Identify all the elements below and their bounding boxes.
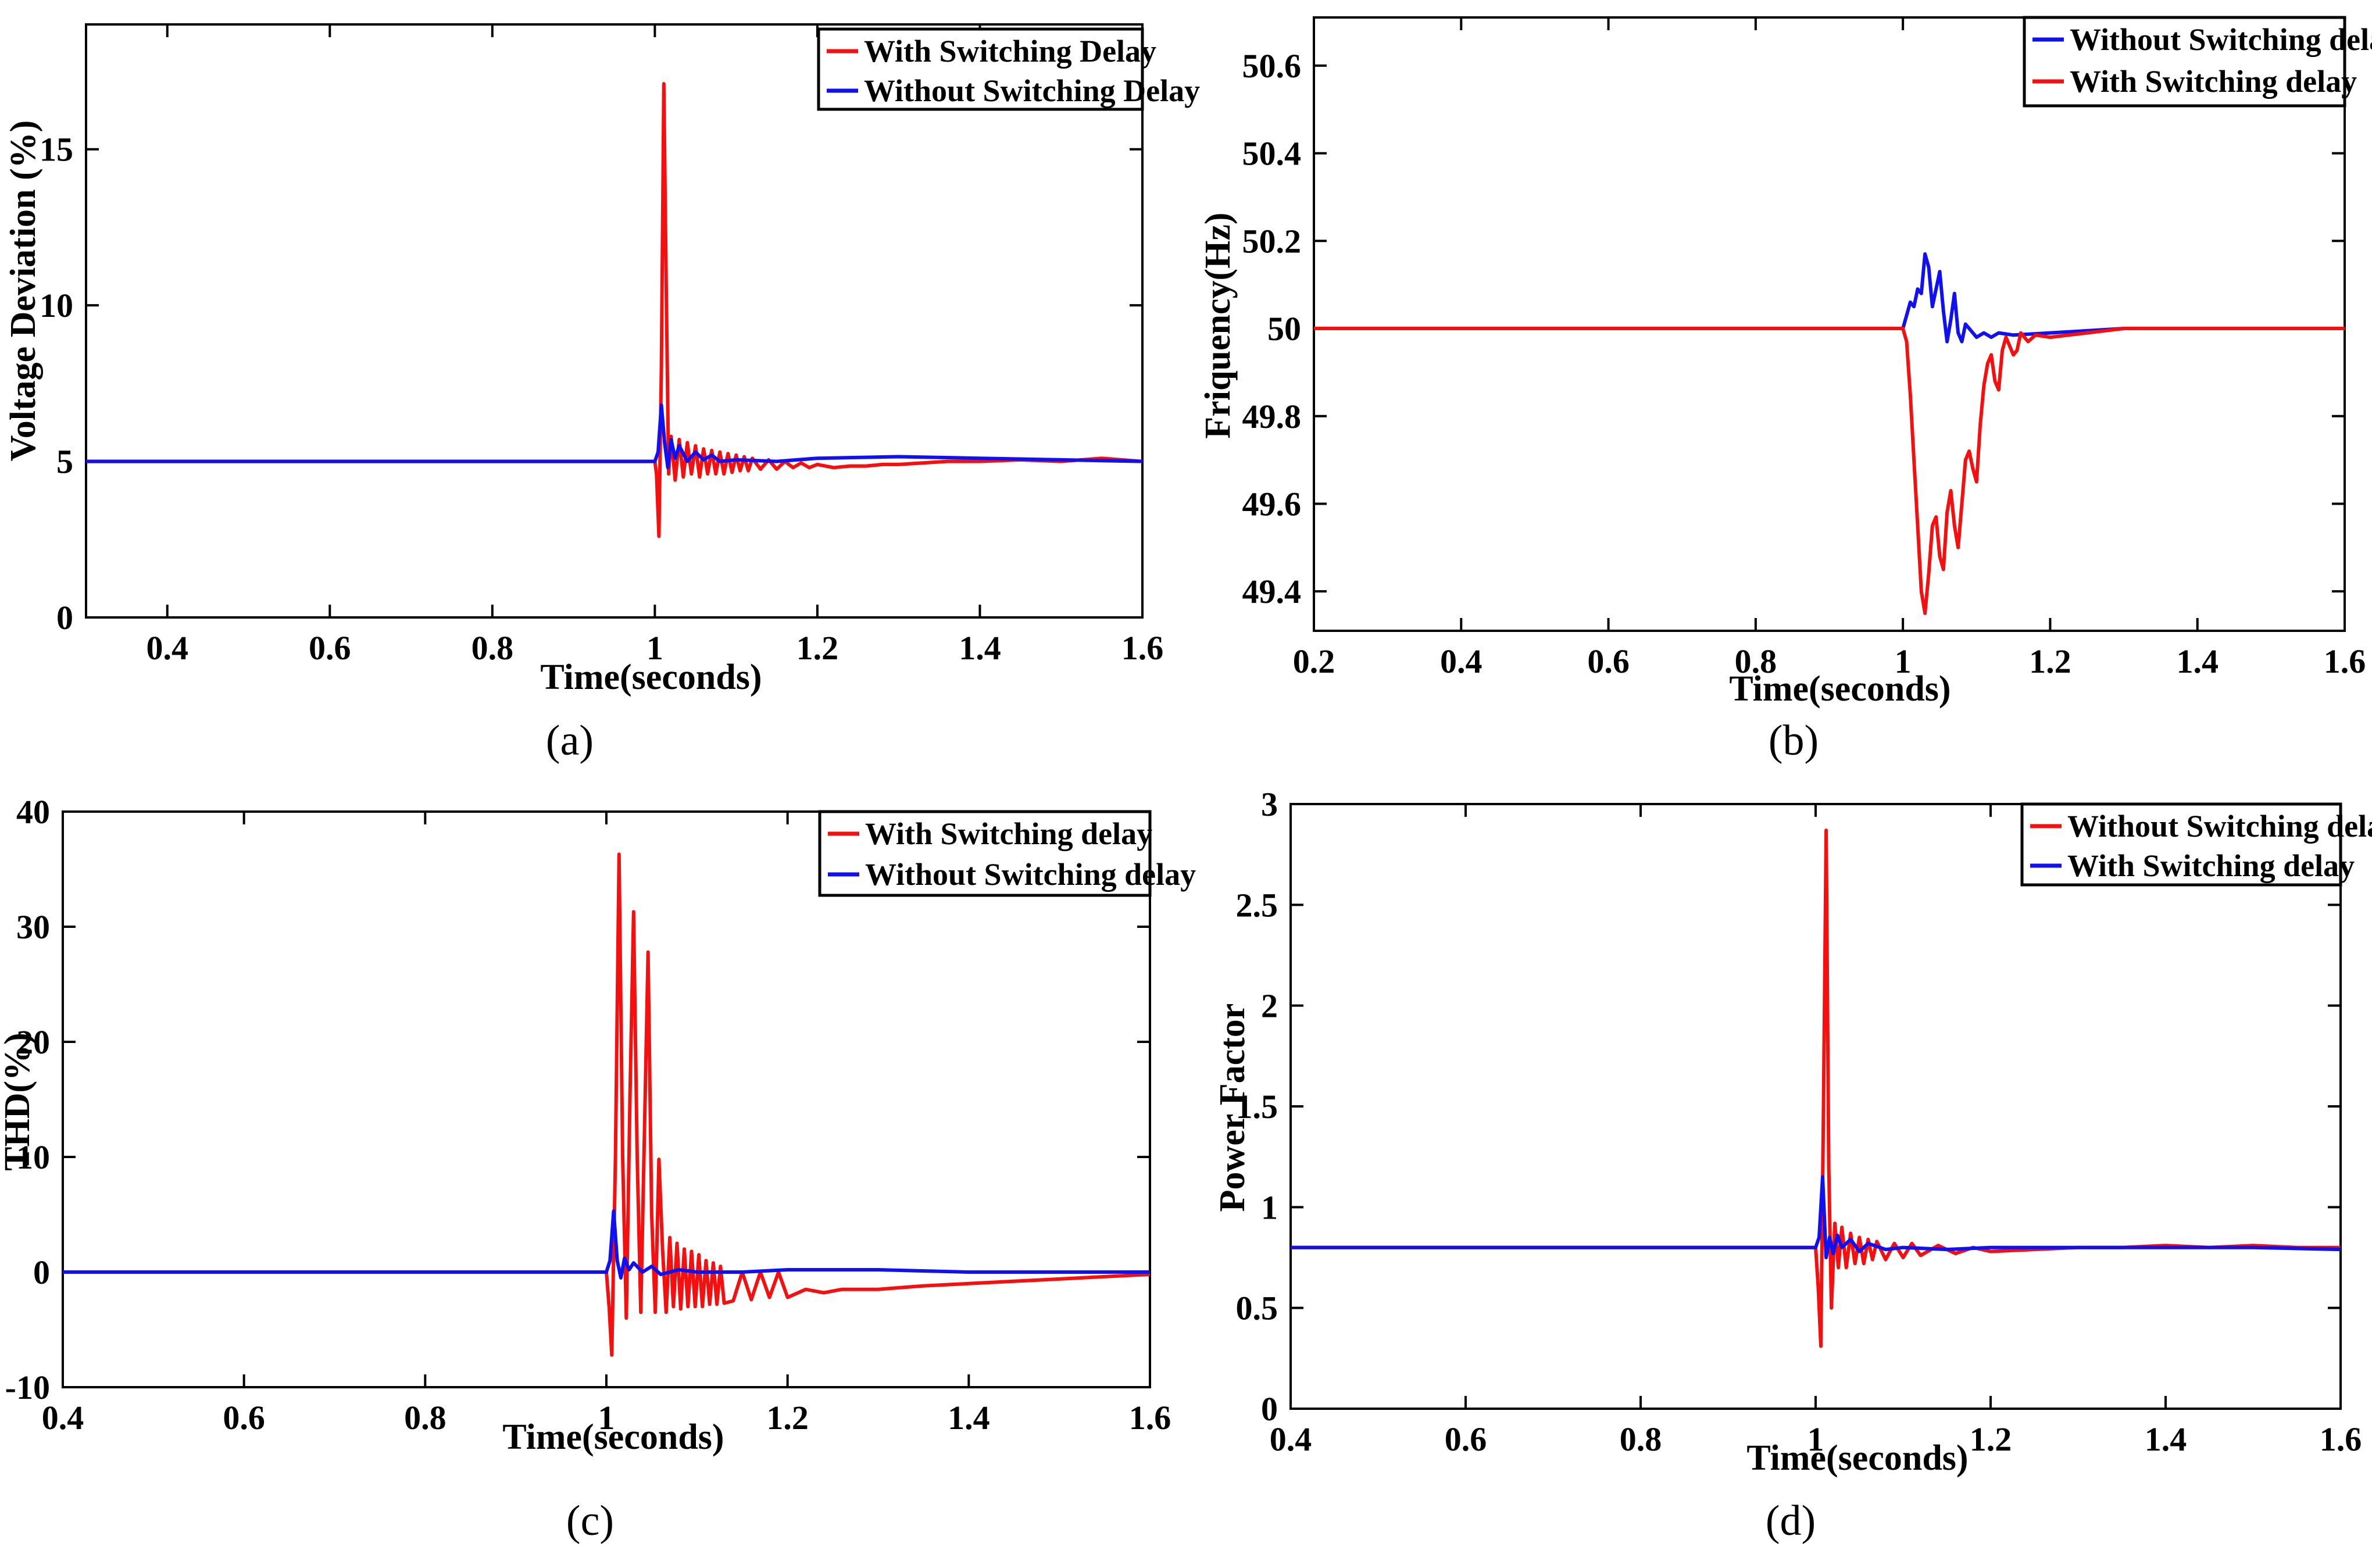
y-tick-label: -10	[5, 1369, 50, 1406]
y-tick-label: 15	[40, 131, 73, 169]
panel-caption: (c)	[566, 1497, 614, 1545]
x-tick-label: 1.6	[2320, 1420, 2362, 1458]
x-tick-label: 0.6	[1587, 642, 1630, 680]
series-line-red	[1291, 828, 2341, 1348]
x-tick-label: 1	[646, 629, 663, 667]
x-tick-label: 1	[598, 1399, 615, 1437]
x-axis-label: Time(seconds)	[1746, 1438, 1968, 1478]
series-line-red	[1314, 327, 2345, 615]
y-tick-label: 5	[56, 443, 73, 481]
legend-label: With Switching delay	[2067, 848, 2355, 883]
y-tick-label: 0.5	[1236, 1290, 1278, 1327]
legend-label: With Switching delay	[2070, 64, 2357, 99]
x-tick-label: 1.4	[2145, 1420, 2187, 1458]
y-tick-label: 50.4	[1242, 135, 1302, 173]
legend-label: With Switching delay	[865, 816, 1152, 851]
x-tick-label: 0.6	[223, 1399, 265, 1437]
y-tick-label: 0	[56, 599, 73, 637]
y-tick-label: 1	[1261, 1188, 1278, 1226]
x-axis-label: Time(seconds)	[502, 1417, 724, 1457]
y-tick-label: 10	[16, 1138, 50, 1176]
legend-box	[2023, 16, 2346, 108]
y-axis-label: THD(%)	[0, 1033, 37, 1171]
series-line-red	[63, 852, 1150, 1357]
x-tick-label: 1.2	[1970, 1420, 2012, 1458]
legend-box	[2020, 802, 2342, 887]
chart-panel-c: 0.4 0.6 0.8 1 1.2 1.4 1.6 -10 0 10 20 30 40 Time(seco…	[0, 793, 1196, 1545]
plot-frame	[62, 810, 1151, 1388]
x-tick-label: 1.6	[1129, 1399, 1171, 1437]
chart-panel-b: 0.2 0.4 0.6 0.8 1 1.2 1.4 1.6 49.4 49.6 49.8 50 50.2…	[1198, 16, 2372, 765]
legend: Without Switching delay With Switching de…	[2023, 16, 2372, 108]
x-tick-label: 1.4	[948, 1399, 990, 1437]
y-tick-label: 49.8	[1242, 398, 1302, 435]
x-tick-label: 0.4	[1270, 1420, 1312, 1458]
legend-label: Without Switching delay	[2067, 809, 2372, 844]
x-tick-label: 0.4	[147, 629, 189, 667]
y-axis-label: Voltage Deviation (%)	[3, 120, 43, 462]
plot-frame	[1313, 16, 2346, 632]
legend-label: With Switching Delay	[864, 34, 1156, 69]
panel-caption: (a)	[546, 717, 594, 765]
legend: Without Switching delay With Switching de…	[2020, 802, 2372, 887]
x-tick-label: 1.2	[796, 629, 839, 667]
x-tick-label: 0.6	[1445, 1420, 1487, 1458]
x-tick-label: 1.4	[959, 629, 1001, 667]
legend-label: Without Switching Delay	[864, 73, 1200, 108]
series-line-blue	[86, 403, 1142, 470]
y-tick-label: 10	[40, 287, 73, 324]
plot-frame	[85, 23, 1144, 619]
x-tick-label: 0.8	[471, 629, 514, 667]
y-tick-label: 49.4	[1242, 573, 1302, 610]
legend-label: Without Switching delay	[2070, 22, 2372, 57]
y-tick-label: 50.6	[1242, 47, 1302, 85]
x-tick-label: 1.2	[766, 1399, 809, 1437]
panel-caption: (b)	[1769, 717, 1819, 765]
series-line-blue	[1291, 1175, 2341, 1259]
y-tick-label: 3	[1261, 785, 1278, 823]
x-tick-label: 1.4	[2176, 642, 2219, 680]
x-tick-label: 1.6	[1121, 629, 1164, 667]
y-axis-label: Friquency(Hz)	[1198, 212, 1238, 438]
x-axis-label: Time(seconds)	[1729, 669, 1951, 709]
y-tick-label: 2	[1261, 987, 1278, 1025]
x-tick-label: 0.2	[1293, 642, 1335, 680]
x-tick-label: 1	[1895, 642, 1912, 680]
y-tick-label: 49.6	[1242, 485, 1302, 523]
y-tick-label: 2.5	[1236, 886, 1278, 924]
chart-panel-d: 0.4 0.6 0.8 1 1.2 1.4 1.6 0 0.5 1 1.5 2 2.5 3 Time(sec…	[1213, 785, 2372, 1545]
chart-panel-a: 0.4 0.6 0.8 1 1.2 1.4 1.6 0 5 10 15 Time(seconds) Vo…	[3, 23, 1200, 765]
legend-box	[818, 810, 1152, 897]
legend-label: Without Switching delay	[865, 857, 1196, 892]
x-tick-label: 0.8	[1620, 1420, 1662, 1458]
y-tick-label: 50	[1267, 310, 1301, 348]
panel-caption: (d)	[1766, 1497, 1816, 1545]
legend: With Switching Delay Without Switching De…	[817, 27, 1200, 111]
x-tick-label: 1.6	[2324, 642, 2366, 680]
plot-frame	[1289, 803, 2342, 1410]
x-tick-label: 1	[1807, 1420, 1824, 1458]
y-tick-label: 20	[16, 1023, 50, 1061]
y-tick-label: 1.5	[1236, 1088, 1278, 1126]
x-tick-label: 0.8	[1735, 642, 1777, 680]
series-line-blue	[63, 1209, 1150, 1280]
x-axis-label: Time(seconds)	[540, 658, 762, 697]
y-tick-label: 50.2	[1242, 222, 1302, 260]
series-line-red	[86, 82, 1142, 538]
y-tick-label: 0	[33, 1253, 50, 1291]
y-tick-label: 30	[16, 908, 50, 946]
x-tick-label: 0.4	[42, 1399, 84, 1437]
legend: With Switching delay Without Switching de…	[818, 810, 1196, 897]
x-tick-label: 0.8	[404, 1399, 446, 1437]
y-axis-label: Power Factor	[1213, 1003, 1252, 1212]
y-tick-label: 40	[16, 793, 50, 831]
series-line-blue	[1314, 252, 2345, 344]
y-tick-label: 0	[1261, 1390, 1278, 1428]
x-tick-label: 1.2	[2029, 642, 2071, 680]
x-tick-label: 0.4	[1440, 642, 1482, 680]
x-tick-label: 0.6	[309, 629, 351, 667]
legend-box	[817, 27, 1144, 111]
